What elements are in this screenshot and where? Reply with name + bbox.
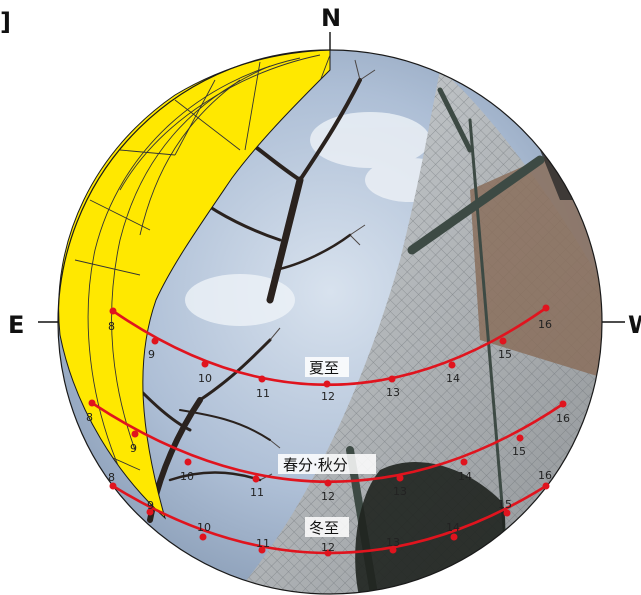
hour-dot [323,380,331,388]
hour-label: 8 [108,320,115,333]
sun-path-winter: 冬至 8 9 10 11 12 13 14 15 16 [108,469,552,557]
hour-label: 15 [512,445,526,458]
hour-label: 13 [393,485,407,498]
hour-label: 15 [498,498,512,511]
hour-dot [516,434,524,442]
west-label: W [628,311,641,339]
season-label-bg [305,517,349,537]
obstruction-fill [58,49,331,520]
hour-label: 12 [321,541,335,554]
season-label-bg [278,454,376,474]
hour-dot [450,533,458,541]
hour-dot [146,508,154,516]
hour-dot [542,482,550,490]
hour-dot [201,360,209,368]
corner-mark: ] [0,8,11,36]
sun-path-equinox: 春分·秋分 8 9 10 11 12 13 14 15 16 [86,399,570,503]
hour-dot [460,458,468,466]
hour-label: 12 [321,390,335,403]
hour-points: 8 9 10 11 12 13 14 15 16 [86,399,570,503]
east-label: E [8,311,24,339]
hour-dot [252,475,260,483]
hour-dot [324,479,332,487]
hour-label: 15 [498,348,512,361]
building [470,150,602,380]
season-label: 夏至 [309,359,339,377]
hour-dot [542,304,550,312]
hour-label: 10 [198,372,212,385]
hour-dot [109,307,117,315]
hour-dot [388,375,396,383]
season-label-bg [305,357,349,377]
hour-dot [88,399,96,407]
hour-label: 9 [148,348,155,361]
hour-label: 16 [538,469,552,482]
hour-label: 13 [386,386,400,399]
hour-dot [258,546,266,554]
hour-dot [324,549,332,557]
hour-dot [389,546,397,554]
hour-label: 10 [180,470,194,483]
hour-points: 8 9 10 11 12 13 14 15 16 [108,304,552,403]
hour-label: 8 [108,471,115,484]
hour-label: 12 [321,490,335,503]
hour-dot [396,474,404,482]
hour-dot [131,430,139,438]
hour-label: 9 [147,499,154,512]
season-label: 春分·秋分 [283,456,348,474]
hour-dot [499,337,507,345]
hour-label: 8 [86,411,93,424]
hour-label: 11 [250,486,264,499]
hour-dot [258,375,266,383]
hour-dot [184,458,192,466]
hour-label: 16 [556,412,570,425]
obstruction-grid [74,54,331,471]
hour-label: 16 [538,318,552,331]
hour-dot [109,482,117,490]
hour-label: 14 [446,521,460,534]
hour-label: 14 [458,470,472,483]
hour-label: 9 [130,442,137,455]
hour-dot [199,533,207,541]
compass-ticks [38,32,625,323]
hour-label: 10 [197,521,211,534]
hour-dot [448,361,456,369]
hour-points: 8 9 10 11 12 13 14 15 16 [108,469,552,557]
hour-dot [559,400,567,408]
north-label: N [321,4,341,32]
fisheye-photo [58,50,602,594]
hour-dot [151,337,159,345]
hour-label: 11 [256,537,270,550]
hour-label: 13 [386,536,400,549]
hour-dot [503,509,511,517]
hour-label: 11 [256,387,270,400]
sun-path-summer: 夏至 8 9 10 11 12 13 14 15 16 [108,304,552,403]
horizon-circle [57,49,603,595]
hour-label: 14 [446,372,460,385]
obstruction-region [58,49,331,520]
season-label: 冬至 [309,519,339,537]
